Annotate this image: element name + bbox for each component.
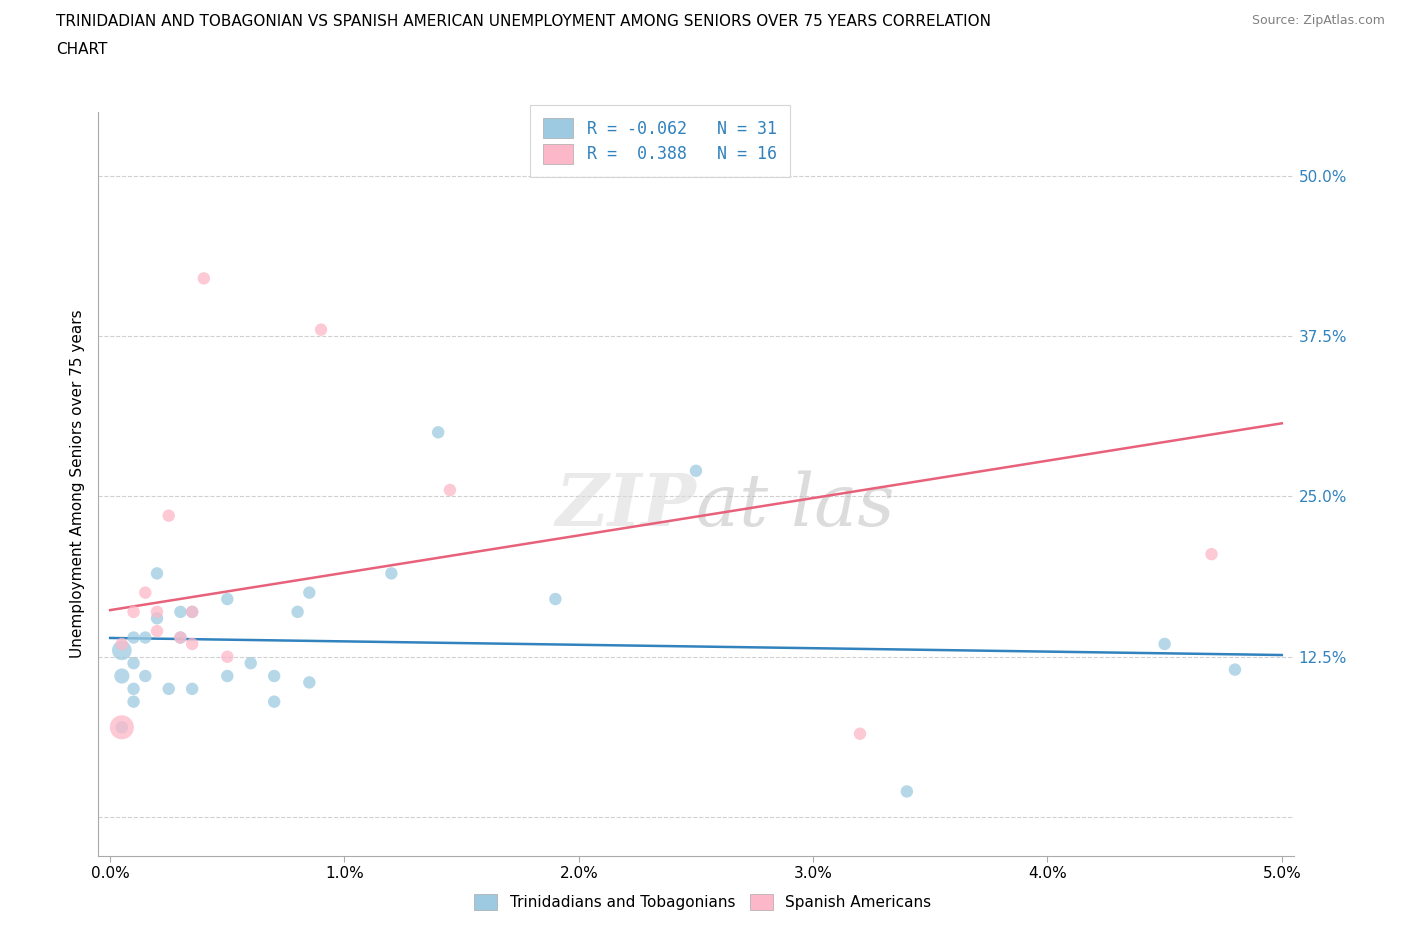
Point (122, 631, 145, 645)
Point (111, 636, 134, 651)
Point (157, 508, 180, 523)
Point (1201, 547, 1223, 562)
Text: ZIP: ZIP (555, 471, 696, 541)
Point (122, 682, 145, 697)
Point (544, 591, 567, 606)
Point (146, 566, 169, 581)
Point (181, 604, 204, 619)
Text: TRINIDADIAN AND TOBAGONIAN VS SPANISH AMERICAN UNEMPLOYMENT AMONG SENIORS OVER 7: TRINIDADIAN AND TOBAGONIAN VS SPANISH AM… (56, 14, 991, 29)
Point (309, 322, 332, 337)
Legend: Trinidadians and Tobagonians, Spanish Americans: Trinidadians and Tobagonians, Spanish Am… (467, 886, 939, 918)
Text: Source: ZipAtlas.com: Source: ZipAtlas.com (1251, 14, 1385, 27)
Point (169, 631, 191, 645)
Point (298, 585, 321, 600)
Point (181, 636, 204, 651)
Point (122, 656, 145, 671)
Point (849, 726, 872, 741)
Point (193, 271, 215, 286)
Point (157, 682, 180, 697)
Point (146, 604, 169, 619)
Point (896, 784, 918, 799)
Point (217, 669, 239, 684)
Point (146, 624, 169, 639)
Point (111, 643, 134, 658)
Point (134, 585, 156, 600)
Point (217, 591, 239, 606)
Point (111, 720, 134, 735)
Point (685, 463, 707, 478)
Point (380, 566, 402, 581)
Point (427, 425, 450, 440)
Text: CHART: CHART (56, 42, 108, 57)
Point (1223, 662, 1246, 677)
Point (439, 483, 461, 498)
Point (122, 694, 145, 709)
Point (134, 631, 156, 645)
Point (169, 631, 191, 645)
Point (263, 694, 285, 709)
Point (287, 604, 309, 619)
Legend: R = -0.062   N = 31, R =  0.388   N = 16: R = -0.062 N = 31, R = 0.388 N = 16 (530, 105, 790, 177)
Point (298, 675, 321, 690)
Point (1153, 636, 1175, 651)
Point (134, 669, 156, 684)
Point (169, 604, 191, 619)
Point (122, 604, 145, 619)
Point (181, 604, 204, 619)
Point (181, 682, 204, 697)
Point (111, 669, 134, 684)
Point (111, 720, 134, 735)
Y-axis label: Unemployment Among Seniors over 75 years: Unemployment Among Seniors over 75 years (69, 310, 84, 658)
Point (239, 656, 262, 671)
Text: at las: at las (696, 471, 894, 541)
Point (263, 669, 285, 684)
Point (217, 649, 239, 664)
Point (146, 611, 169, 626)
